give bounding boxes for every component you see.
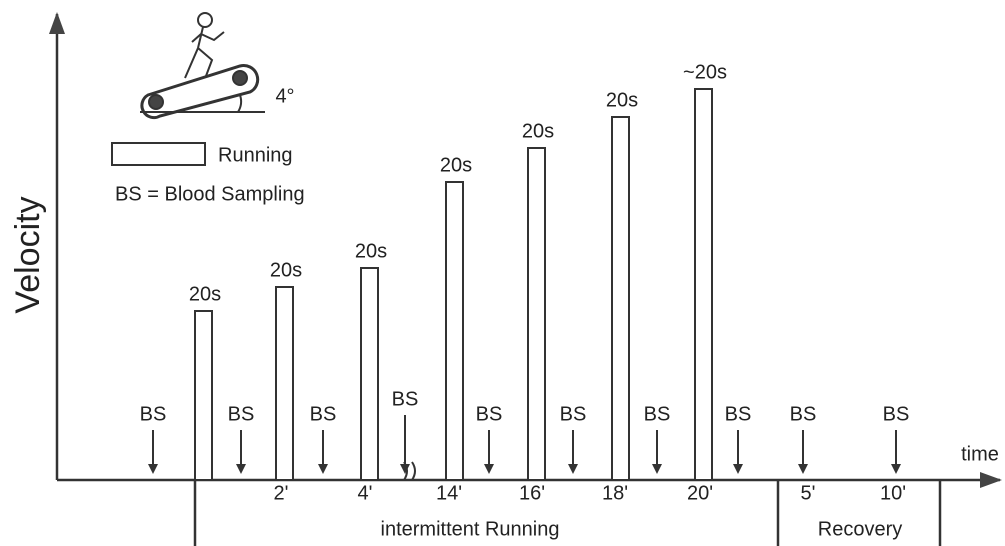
y-label: Velocity (9, 196, 47, 313)
x-label: time (961, 443, 999, 465)
bar-label: 20s (606, 89, 638, 111)
running-bar (612, 117, 629, 480)
bar-label: 20s (189, 283, 221, 305)
bar-label: 20s (270, 259, 302, 281)
x-tick-label: 16' (519, 482, 545, 504)
running-bar (695, 89, 712, 480)
x-tick-label: 18' (602, 482, 628, 504)
running-bar (528, 148, 545, 480)
diagram: Velocity time 4° Running BS = Blood Samp… (0, 0, 1005, 546)
x-tick-label: 5' (801, 482, 816, 504)
incline-label: 4° (275, 85, 294, 107)
phase-label: Recovery (818, 518, 902, 540)
bs-label: BS (883, 403, 910, 425)
bs-label: BS (476, 403, 503, 425)
legend-swatch (112, 143, 205, 165)
running-bar (361, 268, 378, 480)
bs-label: BS (725, 403, 752, 425)
x-tick-label: 4' (358, 482, 373, 504)
legend-running: Running (218, 144, 293, 166)
bs-label: BS (140, 403, 167, 425)
bs-label: BS (228, 403, 255, 425)
bs-label: BS (790, 403, 817, 425)
bar-label: 20s (522, 120, 554, 142)
x-tick-label: 2' (274, 482, 289, 504)
running-bar (276, 287, 293, 480)
bar-label: 20s (440, 154, 472, 176)
bs-label: BS (392, 388, 419, 410)
bs-label: BS (644, 403, 671, 425)
running-bar (195, 311, 212, 480)
bar-label: 20s (355, 240, 387, 262)
running-bar (446, 182, 463, 480)
x-tick-label: 10' (880, 482, 906, 504)
x-tick-label: 20' (687, 482, 713, 504)
bs-label: BS (560, 403, 587, 425)
bs-label: BS (310, 403, 337, 425)
bar-label: ~20s (683, 61, 727, 83)
legend-bs: BS = Blood Sampling (115, 183, 305, 205)
treadmill-icon (140, 13, 265, 118)
x-tick-label: 14' (436, 482, 462, 504)
phase-label: intermittent Running (381, 518, 560, 540)
